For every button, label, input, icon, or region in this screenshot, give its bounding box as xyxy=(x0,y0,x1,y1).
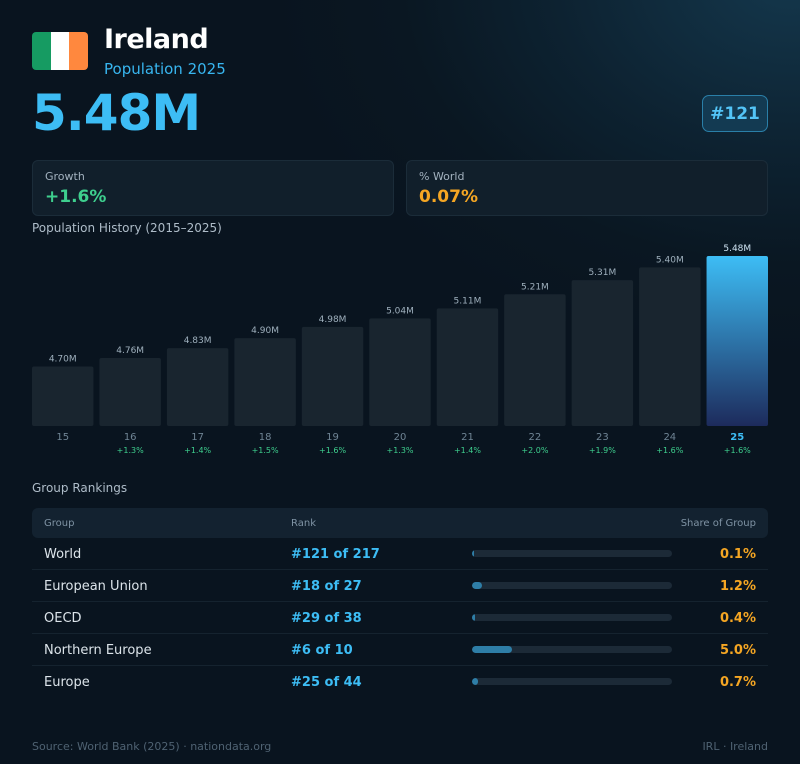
bar-value-label: 4.70M xyxy=(49,355,77,365)
source-note: Source: World Bank (2025) · nationdata.o… xyxy=(32,740,272,753)
bar-value-label: 5.04M xyxy=(386,306,414,316)
growth-label: +1.4% xyxy=(454,446,481,455)
share-bar-fill xyxy=(472,646,512,653)
group-rank: #6 of 10 xyxy=(291,643,353,658)
bar-value-label: 5.31M xyxy=(588,268,616,278)
bar-value-label: 4.90M xyxy=(251,326,279,336)
rankings-table: Group Rank Share of Group World #121 of 2… xyxy=(32,508,768,698)
country-name: Ireland xyxy=(104,24,209,55)
ireland-flag-icon xyxy=(32,32,88,70)
x-tick-label: 25 xyxy=(730,432,744,443)
x-tick-label: 23 xyxy=(596,432,609,443)
x-tick-label: 16 xyxy=(124,432,137,443)
bar-23 xyxy=(571,280,634,426)
table-row: Europe #25 of 44 0.7% xyxy=(32,666,768,698)
table-body: World #121 of 217 0.1% European Union #18 of… xyxy=(32,538,768,698)
population-value: 5.48M xyxy=(32,84,201,142)
x-tick-label: 18 xyxy=(259,432,272,443)
bar-17 xyxy=(166,348,229,426)
share-bar-fill xyxy=(472,582,482,589)
x-tick-label: 20 xyxy=(394,432,407,443)
group-rank: #25 of 44 xyxy=(291,675,362,690)
growth-value: +1.6% xyxy=(45,187,107,207)
chart-title: Population History (2015–2025) xyxy=(32,221,222,235)
growth-label: +1.4% xyxy=(184,446,211,455)
share-bar xyxy=(472,550,672,557)
flag-stripe-white xyxy=(50,32,70,70)
growth-label: +1.6% xyxy=(656,446,683,455)
growth-label: +1.3% xyxy=(117,446,144,455)
rank-badge: #121 xyxy=(702,95,768,132)
bar-value-label: 5.48M xyxy=(723,244,751,254)
group-share: 0.4% xyxy=(719,611,756,626)
share-bar-fill xyxy=(472,550,474,557)
bar-value-label: 5.21M xyxy=(521,282,549,292)
share-bar-fill xyxy=(472,614,476,621)
bar-21 xyxy=(436,308,499,426)
bar-value-label: 4.98M xyxy=(319,315,347,325)
x-tick-label: 15 xyxy=(56,432,69,443)
growth-label: +2.0% xyxy=(521,446,548,455)
group-share: 1.2% xyxy=(719,579,756,594)
x-tick-label: 24 xyxy=(663,432,676,443)
header: Ireland Population 2025 5.48M #121 xyxy=(32,24,768,144)
bar-19 xyxy=(301,326,364,426)
bar-18 xyxy=(234,338,296,426)
group-rank: #121 of 217 xyxy=(291,547,380,562)
bar-value-label: 5.11M xyxy=(454,296,482,306)
bar-16 xyxy=(99,358,161,426)
bar-15 xyxy=(32,366,94,426)
bar-value-label: 5.40M xyxy=(656,255,684,265)
table-row: European Union #18 of 27 1.2% xyxy=(32,570,768,602)
rankings-title: Group Rankings xyxy=(32,481,128,495)
bar-20 xyxy=(369,318,431,426)
growth-label: +1.6% xyxy=(724,446,751,455)
share-bar xyxy=(472,678,672,685)
growth-card: Growth +1.6% xyxy=(32,160,394,216)
table-row: Northern Europe #6 of 10 5.0% xyxy=(32,634,768,666)
group-name: Northern Europe xyxy=(44,643,152,658)
group-share: 0.1% xyxy=(719,547,756,562)
bar-24 xyxy=(639,267,701,426)
bar-25 xyxy=(706,256,768,426)
header-rank: Rank xyxy=(291,518,316,529)
group-name: Europe xyxy=(44,675,90,690)
group-name: OECD xyxy=(44,611,82,626)
growth-label: +1.5% xyxy=(252,446,279,455)
group-rank: #29 of 38 xyxy=(291,611,362,626)
header-group: Group xyxy=(44,518,75,529)
group-share: 0.7% xyxy=(719,675,756,690)
share-bar xyxy=(472,614,672,621)
group-name: World xyxy=(44,547,82,562)
growth-label: +1.9% xyxy=(589,446,616,455)
world-share-label: % World xyxy=(419,170,465,183)
bar-value-label: 4.83M xyxy=(184,336,212,346)
bar-22 xyxy=(504,294,566,426)
table-row: World #121 of 217 0.1% xyxy=(32,538,768,570)
share-bar xyxy=(472,582,672,589)
x-tick-label: 21 xyxy=(461,432,474,443)
bar-value-label: 4.76M xyxy=(116,346,144,356)
table-row: OECD #29 of 38 0.4% xyxy=(32,602,768,634)
world-share-card: % World 0.07% xyxy=(406,160,768,216)
x-tick-label: 22 xyxy=(529,432,542,443)
page-subtitle: Population 2025 xyxy=(104,60,226,78)
world-share-value: 0.07% xyxy=(419,187,478,207)
header-share: Share of Group xyxy=(680,518,756,529)
group-rank: #18 of 27 xyxy=(291,579,362,594)
x-tick-label: 17 xyxy=(191,432,204,443)
x-tick-label: 19 xyxy=(326,432,339,443)
growth-label: Growth xyxy=(45,170,85,183)
share-bar-fill xyxy=(472,678,478,685)
population-history-chart: 4.70M 15 4.76M 16 +1.3% 4.83M 17 +1.4% 4.90M 18 +1… xyxy=(32,244,768,455)
share-bar xyxy=(472,646,672,653)
growth-label: +1.6% xyxy=(319,446,346,455)
country-code: IRL · Ireland xyxy=(702,740,768,753)
flag-stripe-orange xyxy=(69,32,88,70)
growth-label: +1.3% xyxy=(386,446,413,455)
table-header: Group Rank Share of Group xyxy=(32,508,768,538)
group-share: 5.0% xyxy=(719,643,756,658)
group-name: European Union xyxy=(44,579,148,594)
flag-stripe-green xyxy=(32,32,51,70)
